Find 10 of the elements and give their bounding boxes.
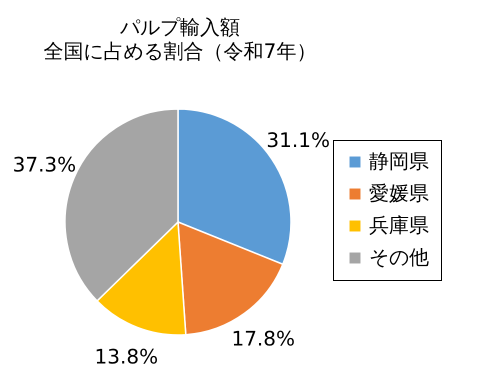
data-label: 31.1% (266, 128, 330, 152)
data-label: 13.8% (94, 344, 158, 368)
legend-label: その他 (369, 245, 429, 269)
chart-subtitle: 全国に占める割合（令和7年） (44, 39, 316, 63)
legend-label: 兵庫県 (369, 213, 429, 237)
data-label: 17.8% (231, 326, 295, 350)
legend-label: 愛媛県 (369, 181, 429, 205)
data-label: 37.3% (12, 152, 76, 177)
legend-label: 静岡県 (369, 149, 429, 173)
chart-title: パルプ輸入額 (119, 15, 240, 39)
